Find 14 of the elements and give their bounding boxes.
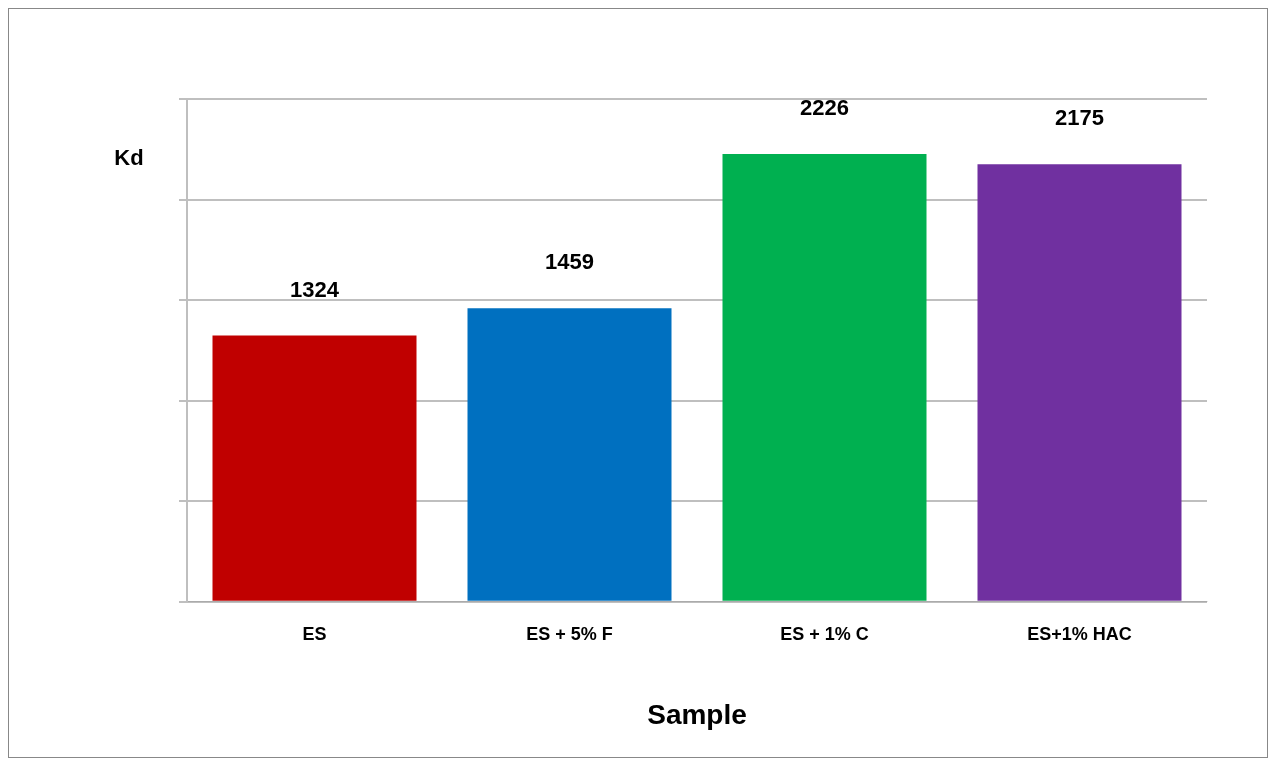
x-tick-label: ES + 5% F	[526, 623, 613, 644]
x-tick-label: ES	[302, 623, 327, 644]
data-label: 2226	[800, 95, 849, 121]
data-label: 2175	[1055, 105, 1104, 131]
x-tick-label: ES + 1% C	[780, 623, 869, 644]
bar	[977, 164, 1182, 601]
bar	[467, 308, 672, 601]
x-tick-label: ES+1% HAC	[1027, 623, 1132, 644]
data-label: 1459	[545, 249, 594, 275]
bar	[212, 335, 417, 601]
bar	[722, 154, 927, 601]
y-axis-title: Kd	[114, 145, 144, 171]
data-label: 1324	[290, 276, 340, 302]
x-axis-title: Sample	[647, 698, 747, 730]
